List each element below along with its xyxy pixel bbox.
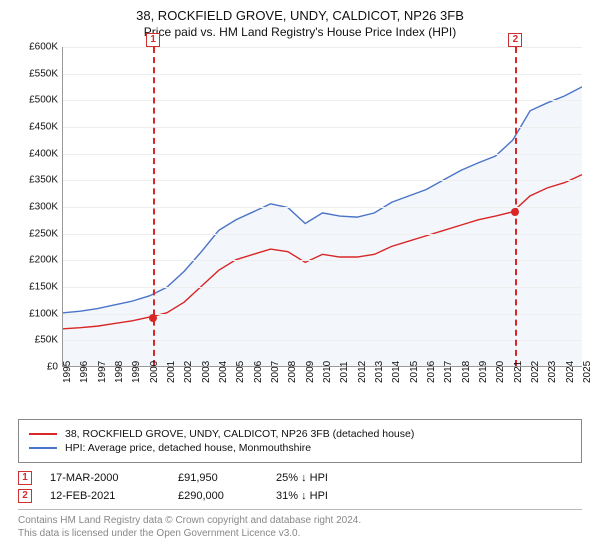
y-tick-label: £500K: [29, 95, 58, 106]
legend-swatch: [29, 447, 57, 449]
event-badge: 2: [18, 489, 32, 503]
x-tick-label: 2001: [166, 361, 177, 383]
marker-badge-2: 2: [508, 33, 522, 47]
x-tick-label: 2003: [201, 361, 212, 383]
x-tick-label: 2015: [409, 361, 420, 383]
legend-label: 38, ROCKFIELD GROVE, UNDY, CALDICOT, NP2…: [65, 428, 414, 440]
legend-row: 38, ROCKFIELD GROVE, UNDY, CALDICOT, NP2…: [29, 428, 571, 440]
x-tick-label: 2004: [218, 361, 229, 383]
y-tick-label: £250K: [29, 228, 58, 239]
x-tick-label: 2018: [461, 361, 472, 383]
x-tick-label: 2006: [253, 361, 264, 383]
chart-container: 38, ROCKFIELD GROVE, UNDY, CALDICOT, NP2…: [0, 0, 600, 560]
footer: Contains HM Land Registry data © Crown c…: [18, 509, 582, 540]
x-tick-label: 2000: [149, 361, 160, 383]
x-tick-label: 1998: [114, 361, 125, 383]
x-tick-label: 2007: [270, 361, 281, 383]
event-pct: 31% ↓ HPI: [276, 490, 376, 502]
x-tick-label: 2005: [235, 361, 246, 383]
sale-dot-1: [149, 314, 157, 322]
page-title: 38, ROCKFIELD GROVE, UNDY, CALDICOT, NP2…: [18, 8, 582, 23]
event-price: £91,950: [178, 472, 258, 484]
y-tick-label: £600K: [29, 42, 58, 53]
event-date: 17-MAR-2000: [50, 472, 160, 484]
event-pct: 25% ↓ HPI: [276, 472, 376, 484]
y-tick-label: £450K: [29, 122, 58, 133]
plot-region: 12: [62, 47, 582, 367]
x-tick-label: 2025: [582, 361, 593, 383]
x-axis-labels: 1995199619971998199920002001200220032004…: [62, 369, 582, 393]
footer-line-1: Contains HM Land Registry data © Crown c…: [18, 514, 582, 527]
y-tick-label: £550K: [29, 68, 58, 79]
event-badge: 1: [18, 471, 32, 485]
y-tick-label: £0: [47, 362, 58, 373]
chart-area: £0 £50K £100K £150K £200K £250K £300K £350K £400…: [18, 47, 582, 387]
x-tick-label: 2023: [547, 361, 558, 383]
sale-events: 1 17-MAR-2000 £91,950 25% ↓ HPI 2 12-FEB-2021…: [18, 471, 582, 503]
x-tick-label: 1996: [79, 361, 90, 383]
sale-dot-2: [511, 208, 519, 216]
y-tick-label: £300K: [29, 202, 58, 213]
y-tick-label: £50K: [35, 335, 58, 346]
x-tick-label: 2021: [513, 361, 524, 383]
marker-badge-1: 1: [146, 33, 160, 47]
x-tick-label: 2011: [339, 361, 350, 383]
y-tick-label: £350K: [29, 175, 58, 186]
y-tick-label: £150K: [29, 282, 58, 293]
x-tick-label: 2013: [374, 361, 385, 383]
x-tick-label: 1995: [62, 361, 73, 383]
legend-row: HPI: Average price, detached house, Monm…: [29, 442, 571, 454]
event-row: 2 12-FEB-2021 £290,000 31% ↓ HPI: [18, 489, 582, 503]
legend-label: HPI: Average price, detached house, Monm…: [65, 442, 311, 454]
page-subtitle: Price paid vs. HM Land Registry's House …: [18, 25, 582, 39]
y-tick-label: £100K: [29, 308, 58, 319]
x-tick-label: 1999: [131, 361, 142, 383]
x-tick-label: 2020: [495, 361, 506, 383]
x-tick-label: 2019: [478, 361, 489, 383]
y-tick-label: £400K: [29, 148, 58, 159]
x-tick-label: 2012: [357, 361, 368, 383]
x-tick-label: 2008: [287, 361, 298, 383]
legend: 38, ROCKFIELD GROVE, UNDY, CALDICOT, NP2…: [18, 419, 582, 463]
x-tick-label: 2022: [530, 361, 541, 383]
x-tick-label: 2017: [443, 361, 454, 383]
x-tick-label: 2024: [565, 361, 576, 383]
x-tick-label: 2016: [426, 361, 437, 383]
footer-line-2: This data is licensed under the Open Gov…: [18, 527, 582, 540]
x-tick-label: 2010: [322, 361, 333, 383]
below-chart: 38, ROCKFIELD GROVE, UNDY, CALDICOT, NP2…: [18, 419, 582, 540]
event-date: 12-FEB-2021: [50, 490, 160, 502]
hpi-area-fill: [63, 87, 582, 366]
x-tick-label: 1997: [97, 361, 108, 383]
marker-line-2: [515, 47, 517, 366]
event-row: 1 17-MAR-2000 £91,950 25% ↓ HPI: [18, 471, 582, 485]
x-tick-label: 2009: [305, 361, 316, 383]
x-tick-label: 2014: [391, 361, 402, 383]
event-price: £290,000: [178, 490, 258, 502]
x-tick-label: 2002: [183, 361, 194, 383]
legend-swatch: [29, 433, 57, 435]
y-tick-label: £200K: [29, 255, 58, 266]
y-axis-labels: £0 £50K £100K £150K £200K £250K £300K £350K £400…: [10, 47, 58, 387]
